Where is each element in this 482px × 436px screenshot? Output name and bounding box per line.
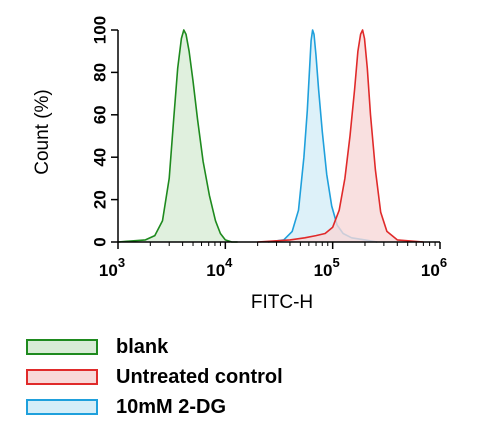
legend-item-2dg: 10mM 2-DG <box>26 396 283 418</box>
legend-label-untreated-control: Untreated control <box>116 365 283 388</box>
series-line-blank <box>117 29 238 243</box>
x-tick-label: 106 <box>421 255 447 280</box>
y-tick-label: 80 <box>91 63 110 82</box>
legend: blank Untreated control 10mM 2-DG <box>26 336 283 418</box>
legend-label-blank: blank <box>116 335 169 358</box>
plot-area <box>117 29 424 243</box>
legend-label-2dg: 10mM 2-DG <box>116 395 227 418</box>
legend-item-blank: blank <box>26 336 283 358</box>
x-tick-label: 103 <box>99 255 125 280</box>
y-tick-label: 20 <box>91 190 110 209</box>
x-tick-exponent: 6 <box>440 255 447 270</box>
x-tick-label: 104 <box>206 255 233 280</box>
x-axis-label: FITC-H <box>251 292 313 313</box>
y-tick-label: 60 <box>91 105 110 124</box>
legend-swatch-blank <box>26 339 98 355</box>
x-tick-exponent: 4 <box>225 255 233 270</box>
x-tick-exponent: 5 <box>333 255 340 270</box>
y-axis-label: Count (%) <box>32 89 53 175</box>
histogram-chart: 0 20 40 60 80 100 103 104 105 106 FITC-H Count (%… <box>32 16 447 313</box>
series-area-untreated-control <box>257 30 424 242</box>
x-tick-exponent: 3 <box>118 255 125 270</box>
legend-swatch-2dg <box>26 399 98 415</box>
y-tick-label: 0 <box>91 237 110 246</box>
legend-item-untreated-control: Untreated control <box>26 366 283 388</box>
legend-swatch-untreated-control <box>26 369 98 385</box>
x-tick-label: 105 <box>314 255 340 280</box>
series-line-untreated-control <box>257 29 424 243</box>
y-tick-label: 100 <box>91 16 110 44</box>
y-tick-label: 40 <box>91 148 110 167</box>
